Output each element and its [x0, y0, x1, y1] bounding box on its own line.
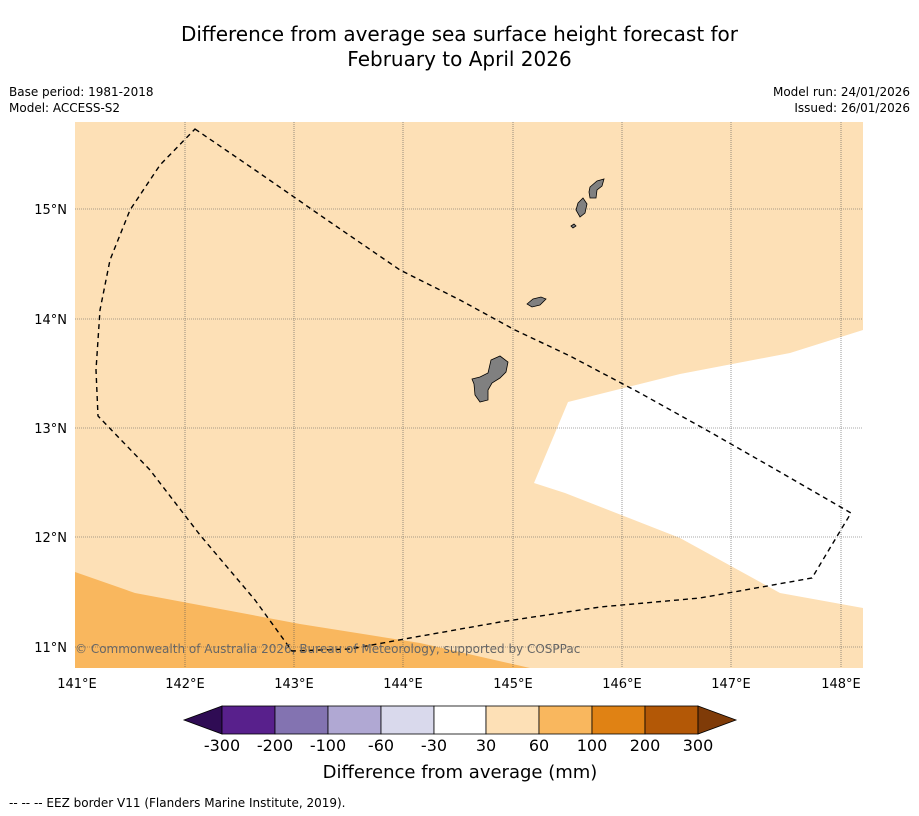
- title-line-1: Difference from average sea surface heig…: [180, 22, 739, 46]
- rota-island: [526, 296, 547, 308]
- copyright-notice: © Commonwealth of Australia 2026, Bureau…: [75, 642, 580, 656]
- graticule: [75, 122, 863, 668]
- lat-label: 13°N: [34, 422, 67, 437]
- neutral-region: [534, 330, 863, 608]
- longitude-labels: 141°E 142°E 143°E 144°E 145°E 146°E 147°…: [57, 677, 861, 692]
- colorbar-segment: [591, 705, 646, 735]
- islands: [471, 178, 605, 403]
- colorbar-tick-label: -300: [204, 736, 240, 755]
- model-name: Model: ACCESS-S2: [9, 101, 121, 115]
- colorbar: -300 -200 -100 -60 -30 30 60 100 200 300…: [182, 705, 738, 783]
- colorbar-tick-label: 200: [630, 736, 661, 755]
- lon-label: 143°E: [274, 677, 314, 692]
- colorbar-segment: [327, 705, 382, 735]
- map-area: [75, 122, 863, 668]
- colorbar-segment: [485, 705, 540, 735]
- colorbar-segment: [433, 705, 487, 735]
- eez-border: [95, 128, 852, 652]
- colorbar-ticks: -300 -200 -100 -60 -30 30 60 100 200 300: [204, 736, 713, 755]
- eez-footnote: -- -- -- EEZ border V11 (Flanders Marine…: [9, 796, 346, 810]
- latitude-labels: 15°N 14°N 13°N 12°N 11°N: [34, 203, 67, 656]
- colorbar-tick-label: 100: [577, 736, 608, 755]
- lon-label: 146°E: [602, 677, 642, 692]
- guam-island: [471, 355, 509, 403]
- colorbar-segment: [644, 705, 699, 735]
- lat-label: 11°N: [34, 641, 67, 656]
- tinian-island: [575, 197, 588, 218]
- colorbar-tick-label: -200: [257, 736, 293, 755]
- colorbar-segment: [274, 705, 329, 735]
- lon-label: 148°E: [821, 677, 861, 692]
- colorbar-tick-label: -30: [421, 736, 447, 755]
- lat-label: 12°N: [34, 531, 67, 546]
- meta-left: Base period: 1981-2018 Model: ACCESS-S2: [9, 84, 154, 116]
- colorbar-tick-label: 300: [683, 736, 714, 755]
- lon-label: 145°E: [493, 677, 533, 692]
- colorbar-extend-low: [182, 705, 223, 735]
- colorbar-segment: [380, 705, 435, 735]
- colorbar-tick-label: -60: [368, 736, 394, 755]
- colorbar-tick-label: -100: [310, 736, 346, 755]
- colorbar-tick-label: 60: [529, 736, 549, 755]
- model-run: Model run: 24/01/2026: [772, 85, 910, 99]
- lon-label: 141°E: [57, 677, 97, 692]
- lon-label: 144°E: [383, 677, 423, 692]
- title-line-2: February to April 2026: [347, 47, 572, 71]
- colorbar-label: Difference from average (mm): [323, 762, 598, 783]
- colorbar-tick-label: 30: [476, 736, 496, 755]
- colorbar-segment: [221, 705, 276, 735]
- band-60-100-region: [75, 572, 530, 668]
- colorbar-segment: [538, 705, 593, 735]
- lon-label: 147°E: [711, 677, 751, 692]
- meta-right: Model run: 24/01/2026 Issued: 26/01/2026: [773, 84, 910, 116]
- saipan-island: [588, 178, 605, 199]
- issued-date: Issued: 26/01/2026: [794, 101, 910, 115]
- colorbar-extend-high: [697, 705, 738, 735]
- lat-label: 15°N: [34, 203, 67, 218]
- chart-title: Difference from average sea surface heig…: [0, 22, 919, 72]
- aguijan-island: [570, 223, 577, 229]
- base-period: Base period: 1981-2018: [9, 85, 154, 99]
- lon-label: 142°E: [165, 677, 205, 692]
- lat-label: 14°N: [34, 313, 67, 328]
